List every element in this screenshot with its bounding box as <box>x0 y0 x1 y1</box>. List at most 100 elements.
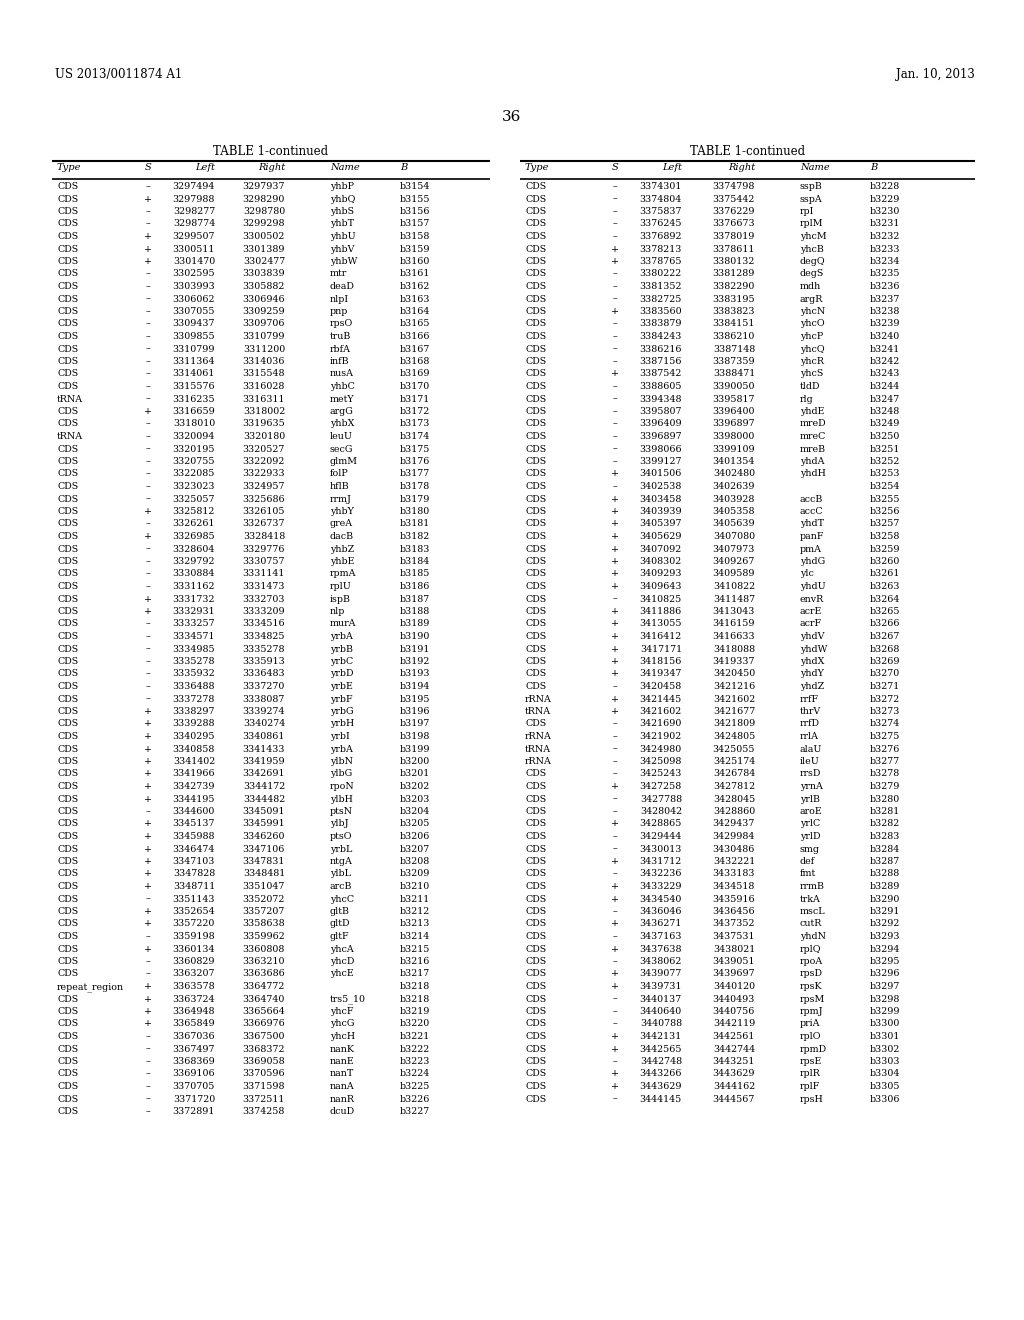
Text: +: + <box>144 708 152 715</box>
Text: –: – <box>612 845 617 854</box>
Text: CDS: CDS <box>525 982 546 991</box>
Text: CDS: CDS <box>57 333 78 341</box>
Text: 3370596: 3370596 <box>243 1069 285 1078</box>
Text: CDS: CDS <box>525 432 546 441</box>
Text: +: + <box>144 744 152 754</box>
Text: CDS: CDS <box>525 895 546 903</box>
Text: 3418088: 3418088 <box>713 644 755 653</box>
Text: 3381352: 3381352 <box>640 282 682 290</box>
Text: 3331162: 3331162 <box>172 582 215 591</box>
Text: –: – <box>145 445 151 454</box>
Text: 3363578: 3363578 <box>172 982 215 991</box>
Text: 3319635: 3319635 <box>243 420 285 429</box>
Text: 3344600: 3344600 <box>173 807 215 816</box>
Text: 3345137: 3345137 <box>172 820 215 829</box>
Text: 3344172: 3344172 <box>243 781 285 791</box>
Text: 3302477: 3302477 <box>243 257 285 267</box>
Text: 3376673: 3376673 <box>713 219 755 228</box>
Text: +: + <box>611 969 618 978</box>
Text: fmt: fmt <box>800 870 816 879</box>
Text: 3401354: 3401354 <box>713 457 755 466</box>
Text: 3300511: 3300511 <box>173 244 215 253</box>
Text: yhdT: yhdT <box>800 520 824 528</box>
Text: 3421677: 3421677 <box>713 708 755 715</box>
Text: CDS: CDS <box>57 457 78 466</box>
Text: –: – <box>145 1044 151 1053</box>
Text: CDS: CDS <box>57 733 78 741</box>
Text: –: – <box>145 1069 151 1078</box>
Text: tRNA: tRNA <box>525 708 551 715</box>
Text: 3311200: 3311200 <box>243 345 285 354</box>
Text: tRNA: tRNA <box>57 395 83 404</box>
Text: 3428042: 3428042 <box>640 807 682 816</box>
Text: b3177: b3177 <box>400 470 430 479</box>
Text: b3258: b3258 <box>870 532 900 541</box>
Text: b3289: b3289 <box>870 882 900 891</box>
Text: yhbW: yhbW <box>330 257 357 267</box>
Text: 3372511: 3372511 <box>243 1094 285 1104</box>
Text: 3334571: 3334571 <box>172 632 215 642</box>
Text: +: + <box>611 632 618 642</box>
Text: 3371720: 3371720 <box>173 1094 215 1104</box>
Text: CDS: CDS <box>57 845 78 854</box>
Text: b3236: b3236 <box>870 282 900 290</box>
Text: 3405397: 3405397 <box>640 520 682 528</box>
Text: b3194: b3194 <box>400 682 430 690</box>
Text: b3240: b3240 <box>870 333 900 341</box>
Text: 3438021: 3438021 <box>713 945 755 953</box>
Text: 3431712: 3431712 <box>640 857 682 866</box>
Text: b3188: b3188 <box>400 607 430 616</box>
Text: CDS: CDS <box>525 607 546 616</box>
Text: b3266: b3266 <box>870 619 900 628</box>
Text: 3325057: 3325057 <box>172 495 215 503</box>
Text: 3440493: 3440493 <box>713 994 755 1003</box>
Text: –: – <box>612 457 617 466</box>
Text: CDS: CDS <box>57 207 78 216</box>
Text: yhcH: yhcH <box>330 1032 355 1041</box>
Text: 3376245: 3376245 <box>640 219 682 228</box>
Text: –: – <box>145 1032 151 1041</box>
Text: CDS: CDS <box>525 282 546 290</box>
Text: 3416159: 3416159 <box>713 619 755 628</box>
Text: b3250: b3250 <box>870 432 900 441</box>
Text: 3298277: 3298277 <box>173 207 215 216</box>
Text: b3232: b3232 <box>870 232 900 242</box>
Text: b3242: b3242 <box>870 356 900 366</box>
Text: –: – <box>145 807 151 816</box>
Text: b3259: b3259 <box>870 544 900 553</box>
Text: b3249: b3249 <box>870 420 900 429</box>
Text: –: – <box>612 445 617 454</box>
Text: tRNA: tRNA <box>57 432 83 441</box>
Text: 3387156: 3387156 <box>640 356 682 366</box>
Text: b3251: b3251 <box>870 445 900 454</box>
Text: 3320527: 3320527 <box>243 445 285 454</box>
Text: +: + <box>144 232 152 242</box>
Text: def: def <box>800 857 815 866</box>
Text: 3407973: 3407973 <box>713 544 755 553</box>
Text: 3442744: 3442744 <box>713 1044 755 1053</box>
Text: b3234: b3234 <box>870 257 900 267</box>
Text: CDS: CDS <box>525 994 546 1003</box>
Text: 3410825: 3410825 <box>640 594 682 603</box>
Text: repeat_region: repeat_region <box>57 982 124 991</box>
Text: 3338297: 3338297 <box>172 708 215 715</box>
Text: rRNA: rRNA <box>525 756 552 766</box>
Text: S: S <box>611 162 618 172</box>
Text: b3260: b3260 <box>870 557 900 566</box>
Text: 3429444: 3429444 <box>640 832 682 841</box>
Text: +: + <box>611 945 618 953</box>
Text: 3325812: 3325812 <box>173 507 215 516</box>
Text: –: – <box>145 544 151 553</box>
Text: CDS: CDS <box>525 594 546 603</box>
Text: 3316311: 3316311 <box>243 395 285 404</box>
Text: greA: greA <box>330 520 353 528</box>
Text: 3326105: 3326105 <box>243 507 285 516</box>
Text: +: + <box>611 669 618 678</box>
Text: b3299: b3299 <box>870 1007 900 1016</box>
Text: 3311364: 3311364 <box>172 356 215 366</box>
Text: b3261: b3261 <box>870 569 900 578</box>
Text: b3301: b3301 <box>870 1032 900 1041</box>
Text: Right: Right <box>258 162 285 172</box>
Text: argR: argR <box>800 294 823 304</box>
Text: –: – <box>145 682 151 690</box>
